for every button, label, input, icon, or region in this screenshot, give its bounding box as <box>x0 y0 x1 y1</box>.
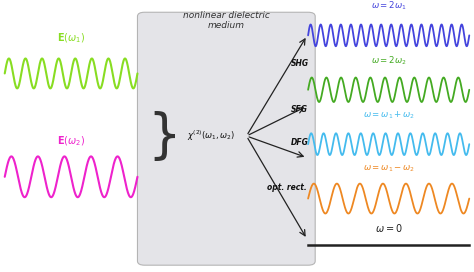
Text: $\chi^{(2)}(\omega_1,\omega_2)$: $\chi^{(2)}(\omega_1,\omega_2)$ <box>187 129 236 143</box>
Text: $\omega = 0$: $\omega = 0$ <box>375 222 402 234</box>
FancyBboxPatch shape <box>137 12 315 265</box>
Text: $\}$: $\}$ <box>146 109 176 163</box>
Text: $\mathbf{E}(\omega_1)$: $\mathbf{E}(\omega_1)$ <box>57 31 85 45</box>
Text: $\omega = 2\omega_2$: $\omega = 2\omega_2$ <box>371 54 407 67</box>
Text: SFG: SFG <box>291 105 308 114</box>
Text: DFG: DFG <box>291 138 309 147</box>
Text: $\omega = 2\omega_1$: $\omega = 2\omega_1$ <box>371 0 407 12</box>
Text: $\omega = \omega_1 + \omega_2$: $\omega = \omega_1 + \omega_2$ <box>363 110 415 121</box>
Text: SHG: SHG <box>291 59 309 68</box>
Text: opt. rect.: opt. rect. <box>267 183 307 192</box>
Text: $\omega = \omega_1 - \omega_2$: $\omega = \omega_1 - \omega_2$ <box>363 163 415 174</box>
Text: $\mathbf{E}(\omega_2)$: $\mathbf{E}(\omega_2)$ <box>57 135 85 148</box>
Text: nonlinear dielectric
medium: nonlinear dielectric medium <box>183 11 270 30</box>
